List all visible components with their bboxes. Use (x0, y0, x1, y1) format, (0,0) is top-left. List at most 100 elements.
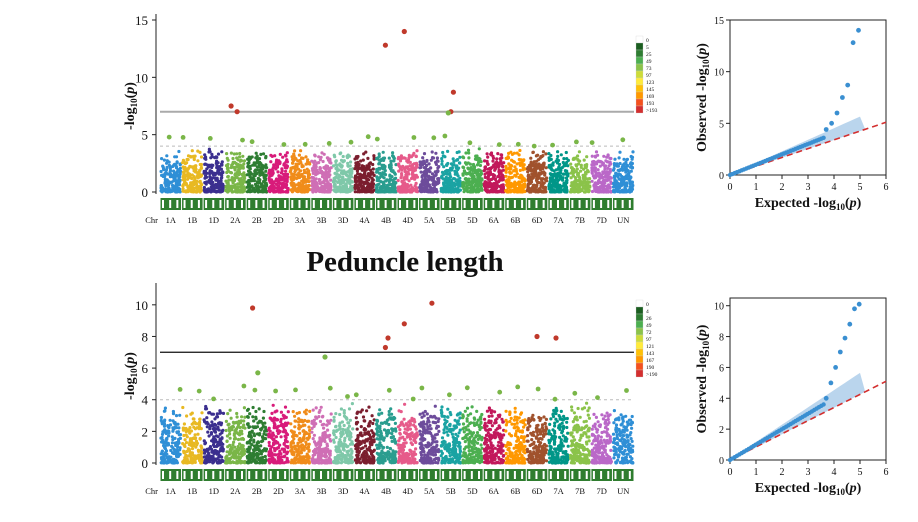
snp-point (291, 162, 294, 165)
snp-point (529, 157, 532, 160)
snp-point (408, 154, 411, 157)
suggestive-snp-point (590, 140, 595, 145)
snp-point (442, 154, 445, 157)
snp-point (204, 158, 207, 161)
snp-point (282, 175, 285, 178)
chromosome-label-UN: UN (617, 215, 629, 225)
snp-point (164, 407, 167, 410)
snp-point (486, 156, 489, 159)
density-legend-label: 97 (646, 73, 652, 79)
snp-point (229, 186, 232, 189)
snp-point (219, 439, 222, 442)
snp-point (412, 188, 415, 191)
snp-point (609, 168, 612, 171)
snp-point (235, 412, 238, 415)
snp-point (235, 456, 238, 459)
snp-point (236, 158, 239, 161)
snp-point (376, 168, 379, 171)
snp-point (477, 188, 480, 191)
snp-point (513, 169, 516, 172)
snp-point (251, 155, 254, 158)
snp-point (583, 159, 586, 162)
qq-point (840, 95, 845, 100)
suggestive-snp-point (366, 134, 371, 139)
snp-point (556, 150, 559, 153)
snp-point (314, 154, 317, 157)
snp-point (246, 423, 249, 426)
snp-point (254, 425, 257, 428)
density-legend-swatch (636, 106, 643, 113)
qq-y-axis-label: Observed -log10(p) (695, 43, 711, 152)
snp-point (498, 185, 501, 188)
snp-point (186, 158, 189, 161)
snp-point (401, 165, 404, 168)
snp-point (339, 165, 342, 168)
snp-point (172, 412, 175, 415)
snp-point (210, 420, 213, 423)
snp-point (618, 190, 621, 193)
snp-point (423, 152, 426, 155)
snp-point (172, 459, 175, 462)
snp-point (370, 190, 373, 193)
snp-point (378, 159, 381, 162)
snp-point (231, 443, 234, 446)
snp-point (441, 160, 444, 163)
snp-point (318, 171, 321, 174)
suggestive-snp-point (550, 143, 555, 148)
chromosome-points-5A (418, 150, 440, 193)
chromosome-label-2A: 2A (230, 215, 241, 225)
snp-point (212, 452, 215, 455)
snp-point (559, 175, 562, 178)
snp-point (286, 151, 289, 154)
density-gap (327, 200, 329, 208)
snp-point (281, 182, 284, 185)
suggestive-snp-point (375, 137, 380, 142)
suggestive-snp-point (620, 137, 625, 142)
snp-point (592, 184, 595, 187)
snp-point (382, 159, 385, 162)
snp-point (504, 175, 507, 178)
density-gap (377, 200, 379, 208)
snp-point (253, 189, 256, 192)
snp-point (182, 178, 185, 181)
snp-point (238, 152, 241, 155)
snp-point (185, 182, 188, 185)
snp-point (532, 171, 535, 174)
snp-point (408, 179, 411, 182)
snp-point (304, 155, 307, 158)
snp-point (290, 178, 293, 181)
snp-point (299, 149, 302, 152)
snp-point (161, 458, 164, 461)
snp-point (178, 180, 181, 183)
snp-point (332, 180, 335, 183)
chromosome-label-4D: 4D (403, 215, 413, 225)
density-gap (406, 200, 408, 208)
snp-point (484, 176, 487, 179)
density-gap (270, 200, 272, 208)
snp-point (268, 441, 271, 444)
snp-point (550, 168, 553, 171)
snp-point (171, 446, 174, 449)
snp-point (519, 161, 522, 164)
snp-point (379, 189, 382, 192)
snp-point (370, 187, 373, 190)
snp-point (578, 150, 581, 153)
density-gap (514, 200, 516, 208)
snp-point (203, 163, 206, 166)
snp-point (238, 155, 241, 158)
snp-point (306, 158, 309, 161)
snp-point (185, 433, 188, 436)
snp-point (280, 411, 283, 414)
density-gap (248, 471, 250, 479)
snp-point (455, 173, 458, 176)
snp-point (237, 445, 240, 448)
snp-point (516, 152, 519, 155)
snp-point (264, 428, 267, 431)
density-gap (241, 200, 243, 208)
snp-point (176, 445, 179, 448)
significant-snp-point (451, 90, 456, 95)
snp-point (299, 183, 302, 186)
snp-point (301, 175, 304, 178)
chromosome-label-1A: 1A (166, 215, 177, 225)
snp-point (432, 181, 435, 184)
